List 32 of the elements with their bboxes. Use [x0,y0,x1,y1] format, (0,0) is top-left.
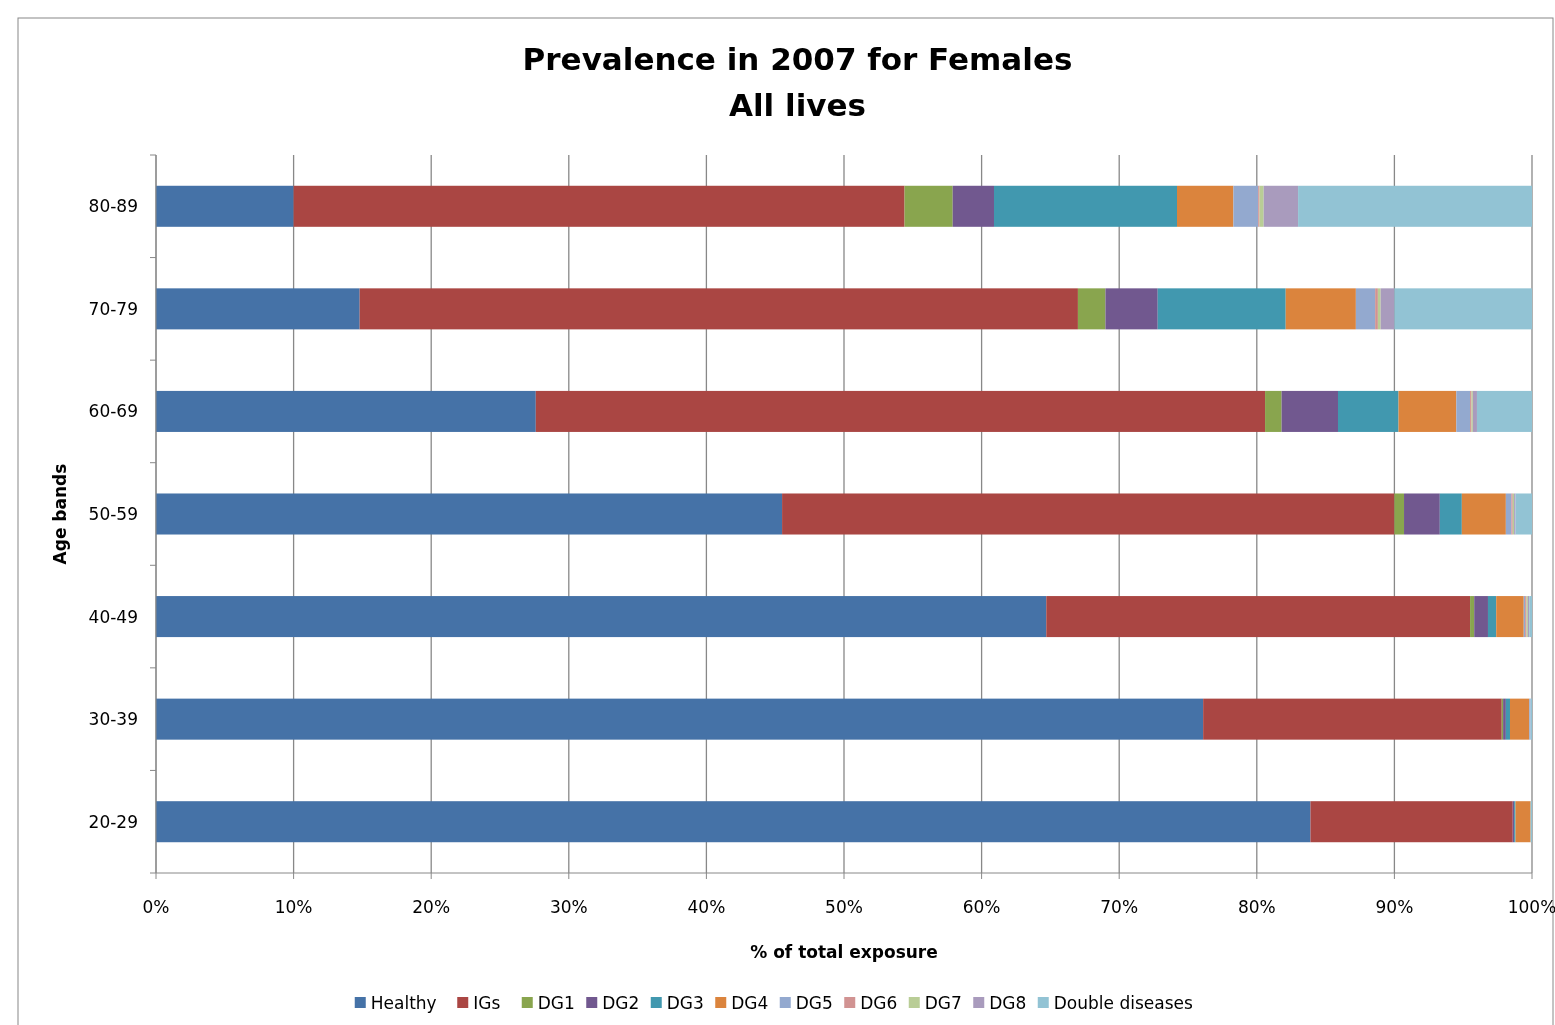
legend-label: DG8 [989,993,1027,1013]
x-tick-label: 10% [274,897,313,917]
x-tick-label: 50% [825,897,863,917]
y-tick-label: 40-49 [88,606,138,627]
y-tick-label: 30-39 [88,709,138,730]
y-tick-label: 20-29 [88,811,138,832]
x-tick-label: 40% [687,897,726,917]
legend-label: DG6 [860,993,898,1013]
legend-label: DG1 [537,993,575,1013]
x-axis-title: % of total exposure [750,942,938,962]
y-tick-label: 70-79 [88,298,138,319]
x-tick-label: 30% [549,897,588,917]
x-tick-label: 90% [1375,897,1414,917]
legend-label: DG4 [731,993,769,1013]
y-tick-label: 50-59 [88,504,138,524]
x-tick-label: 60% [962,897,1001,917]
legend-label: DG3 [666,993,704,1013]
y-axis-title: Age bands [50,463,70,565]
legend-label: DG2 [602,993,640,1013]
y-tick-label: 80-89 [88,196,138,217]
x-tick-label: 100% [1507,897,1555,917]
x-tick-label: 20% [412,897,451,917]
y-tick-label: 60-69 [88,401,138,422]
x-tick-label: 70% [1100,897,1139,917]
x-tick-label: 80% [1237,897,1276,917]
chart-title: Prevalence in 2007 for Females All lives [522,41,1073,123]
legend-label: DG5 [795,993,833,1013]
x-tick-label: 0% [142,897,170,917]
legend-label: Double diseases [1053,993,1193,1013]
legend-label: IGs [473,993,501,1013]
legend-label: Healthy [370,993,437,1013]
legend-label: DG7 [924,993,962,1013]
